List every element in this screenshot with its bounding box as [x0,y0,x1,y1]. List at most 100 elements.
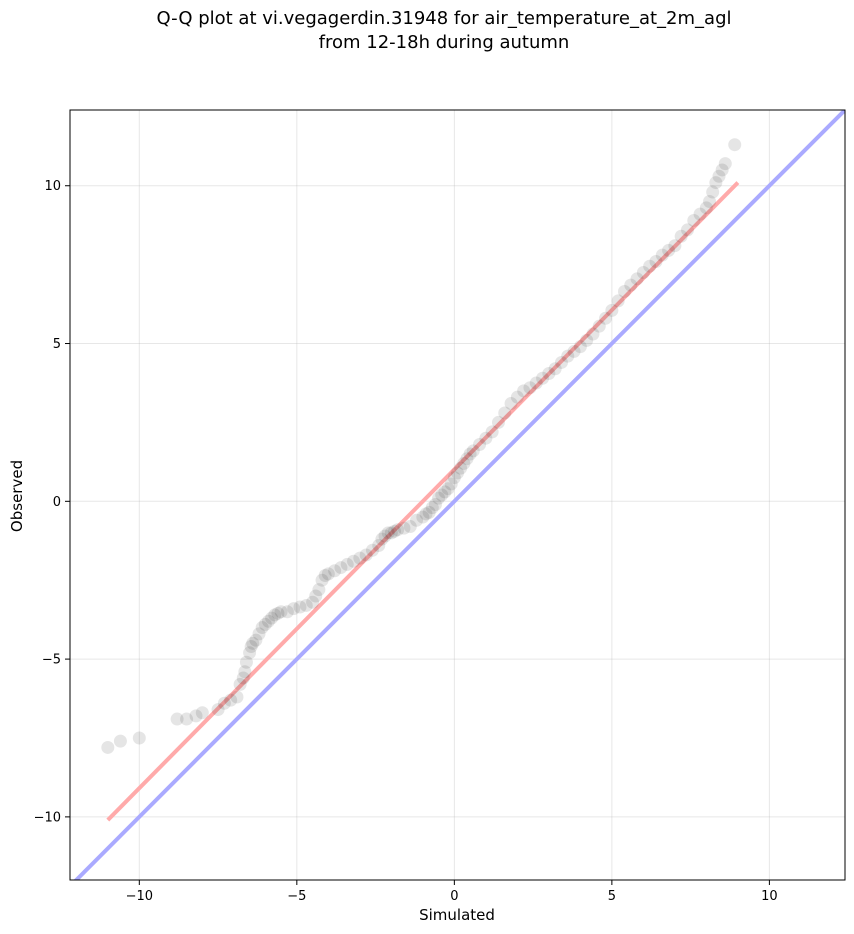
data-point [271,606,285,620]
data-point [498,406,512,420]
data-point [318,568,332,582]
data-point [605,303,619,317]
data-point [624,278,638,292]
plot-lines [73,110,845,880]
data-point [372,538,386,552]
data-point [422,505,436,519]
data-point [463,447,477,461]
data-point [381,526,395,540]
data-point [599,311,613,325]
data-point [432,491,446,505]
x-tick-label: −10 [126,889,153,904]
data-point [712,169,726,183]
data-point [703,195,717,209]
data-point [403,520,417,534]
x-tick-label: 0 [450,889,458,904]
data-point [567,344,581,358]
data-point [425,501,439,515]
data-point [523,381,537,395]
data-point [479,431,493,445]
data-point [113,734,127,748]
data-point [347,554,361,568]
data-point [510,390,524,404]
data-point [435,488,449,502]
data-point [365,543,379,557]
x-tick-label: −5 [287,889,306,904]
data-point [466,444,480,458]
data-point [170,712,184,726]
data-point [101,740,115,754]
data-point [457,456,471,470]
y-tick-label: −5 [42,653,61,668]
data-point [504,396,518,410]
data-point [189,709,203,723]
y-tick-label: −10 [34,810,61,825]
data-point [243,646,257,660]
data-point [529,376,543,390]
data-point [306,595,320,609]
data-point [280,605,294,619]
data-point [715,163,729,177]
data-point [391,523,405,537]
x-tick-label: 10 [761,889,778,904]
data-point [255,621,269,635]
data-point [451,466,464,480]
data-point [217,696,231,710]
data-point [554,355,568,369]
data-point [473,438,487,452]
reference-line [73,110,845,880]
data-point [611,294,625,308]
data-point [180,712,194,726]
data-point [287,602,301,616]
data-point [268,608,282,622]
x-axis-label: Simulated [419,906,495,924]
data-point [239,655,253,669]
y-tick-label: 5 [53,337,61,352]
data-point [454,461,468,475]
data-point [728,138,742,152]
chart-title-line-1: Q-Q plot at vi.vegagerdin.31948 for air_… [157,8,732,29]
data-point [668,239,682,253]
data-point [447,471,461,485]
data-point [548,362,562,376]
data-point [265,611,279,625]
data-point [312,583,326,597]
data-point [315,573,329,587]
data-point [491,415,505,429]
data-point [299,598,313,612]
data-point [359,548,373,562]
data-point [580,333,594,347]
data-point [630,272,644,286]
data-point [238,665,252,679]
data-point [384,526,398,540]
data-point [261,614,275,628]
data-point [643,259,657,273]
data-point [387,524,401,538]
data-point [195,706,209,720]
data-point [536,371,550,385]
data-point [460,452,474,466]
data-point [709,176,723,190]
data-point [397,521,411,535]
data-point [718,157,732,171]
data-point [636,266,650,280]
data-point [328,564,342,578]
x-axis-ticks: −10 −5 0 5 10 [126,880,778,904]
data-point [274,605,288,619]
data-point [224,693,238,707]
data-point [573,340,587,354]
chart-title-line-2: from 12-18h during autumn [319,32,570,53]
data-point [586,327,600,341]
data-point [438,485,452,499]
data-point [542,367,556,381]
data-point [233,677,247,691]
data-point [680,223,694,237]
y-axis-label: Observed [8,460,26,532]
x-tick-label: 5 [608,889,616,904]
data-point [378,529,392,543]
data-point [246,636,260,650]
data-point [309,589,323,603]
data-point [230,690,244,704]
data-point [353,551,367,565]
